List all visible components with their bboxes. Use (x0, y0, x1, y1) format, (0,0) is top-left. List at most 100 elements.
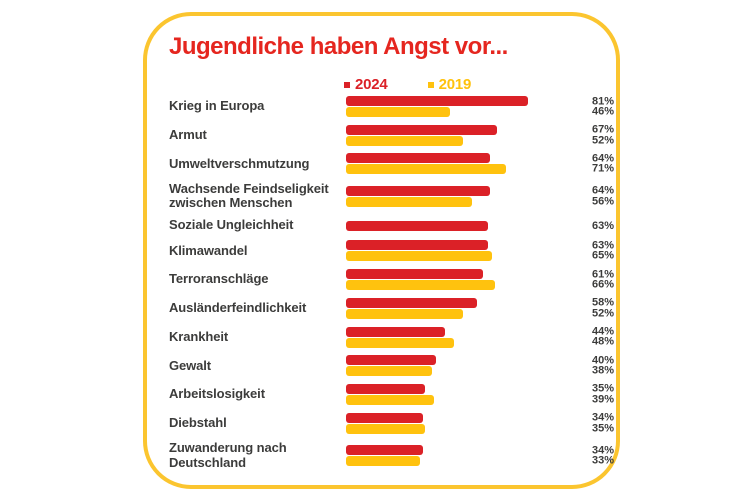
value-2024: 61% (592, 268, 615, 281)
bar-2019 (346, 280, 495, 291)
value-2024: 67% (592, 123, 615, 136)
value-2024: 35% (592, 382, 615, 395)
bar-2019 (346, 423, 425, 434)
bar-2019 (346, 456, 420, 467)
bar-group (346, 412, 425, 434)
category-label: Wachsende Feindseligkeit zwischen Mensch… (169, 181, 329, 211)
value-2019: 52% (592, 307, 615, 320)
value-2024: 64% (592, 184, 615, 197)
chart-row: Soziale Ungleichheit 63% (169, 217, 616, 233)
category-label: Klimawandel (169, 242, 248, 258)
bar-chart-rows: Krieg in Europa 81% 46% Armut 67% 52% Um… (169, 95, 616, 470)
bar-2019 (346, 196, 472, 207)
value-labels: 61% 66% (592, 268, 615, 291)
category-label: Umweltverschmutzung (169, 155, 310, 171)
value-labels: 34% 35% (592, 411, 615, 435)
infographic-card: Jugendliche haben Angst vor... 2024 2019… (143, 12, 620, 489)
value-2024: 81% (592, 95, 615, 108)
bar-group (346, 240, 492, 262)
bar-2024 (346, 124, 497, 135)
value-labels: 35% 39% (592, 382, 615, 405)
category-label: Krankheit (169, 328, 229, 344)
bar-group (346, 445, 423, 467)
chart-title: Jugendliche haben Angst vor... (169, 33, 508, 60)
value-labels: 81% 46% (592, 95, 615, 118)
bar-2019 (346, 394, 434, 405)
value-2024: 44% (592, 325, 615, 338)
value-2024: 64% (592, 152, 615, 165)
legend-swatch-2019-icon (427, 81, 434, 88)
chart-row: Zuwanderung nach Deutschland 34% 33% (169, 441, 616, 470)
bar-2019 (346, 337, 454, 348)
bar-2019 (346, 308, 463, 319)
value-2024: 58% (592, 296, 615, 309)
value-2024: 34% (592, 444, 615, 457)
value-labels: 58% 52% (592, 296, 615, 320)
category-label: Zuwanderung nach Deutschland (169, 440, 287, 470)
category-label: Armut (169, 127, 207, 143)
bar-2019 (346, 107, 450, 117)
legend-item-2024: 2024 (344, 76, 388, 93)
bar-2019 (346, 366, 432, 377)
value-2019: 52% (592, 134, 615, 147)
bar-2024 (346, 326, 445, 337)
bar-2024 (346, 412, 423, 423)
bar-2024 (346, 96, 528, 106)
bar-group (346, 383, 434, 405)
legend-swatch-2024-icon (344, 81, 350, 88)
value-2024: 40% (592, 354, 615, 367)
bar-group (346, 153, 506, 175)
value-2019: 71% (592, 162, 615, 175)
bar-2024 (346, 383, 425, 394)
value-2024: 63% (592, 219, 615, 232)
value-2019: 38% (592, 364, 615, 377)
legend-label-2024: 2024 (355, 76, 388, 93)
value-2019: 35% (592, 422, 615, 435)
chart-legend: 2024 2019 (344, 76, 471, 93)
bar-group (346, 269, 495, 291)
bar-2024 (346, 297, 477, 308)
value-labels: 34% 33% (592, 444, 615, 466)
chart-row: Arbeitslosigkeit 35% 39% (169, 382, 616, 405)
category-label: Diebstahl (169, 414, 227, 430)
bar-group (346, 297, 477, 319)
bar-2024 (346, 269, 483, 280)
chart-row: Wachsende Feindseligkeit zwischen Mensch… (169, 182, 616, 211)
value-labels: 64% 71% (592, 152, 615, 175)
bar-group (346, 355, 436, 377)
bar-group (346, 185, 490, 207)
bar-2024 (346, 355, 436, 366)
category-label: Soziale Ungleichheit (169, 217, 294, 233)
value-labels: 44% 48% (592, 325, 615, 349)
bar-group (346, 124, 497, 146)
category-label: Gewalt (169, 357, 212, 373)
chart-row: Klimawandel 63% 65% (169, 240, 616, 262)
value-labels: 40% 38% (592, 354, 615, 377)
chart-row: Terroranschläge 61% 66% (169, 268, 616, 291)
chart-row: Armut 67% 52% (169, 123, 616, 147)
bar-2019 (346, 164, 506, 175)
chart-row: Krankheit 44% 48% (169, 325, 616, 349)
bar-2024 (346, 185, 490, 196)
bar-2024 (346, 220, 488, 231)
value-2019: 48% (592, 336, 615, 349)
value-2019: 46% (592, 105, 615, 118)
chart-row: Krieg in Europa 81% 46% (169, 95, 616, 118)
chart-row: Diebstahl 34% 35% (169, 411, 616, 435)
bar-2024 (346, 445, 423, 456)
category-label: Ausländerfeindlichkeit (169, 300, 307, 316)
value-2019: 66% (592, 278, 615, 291)
legend-label-2019: 2019 (438, 76, 472, 93)
value-2019: 56% (592, 195, 615, 208)
bar-2019 (346, 135, 463, 146)
chart-row: Umweltverschmutzung 64% 71% (169, 152, 616, 175)
value-2019: 65% (592, 249, 615, 262)
category-label: Krieg in Europa (169, 98, 265, 114)
bar-2019 (346, 251, 492, 262)
bar-2024 (346, 153, 490, 164)
value-2024: 34% (592, 411, 615, 424)
category-label: Terroranschläge (169, 271, 269, 287)
bar-group (346, 220, 488, 231)
bar-group (346, 96, 528, 117)
